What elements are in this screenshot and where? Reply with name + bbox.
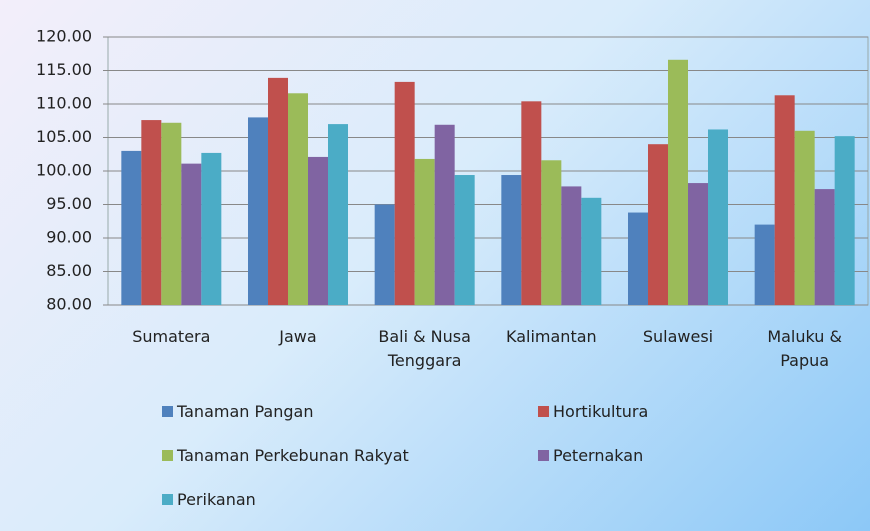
bar xyxy=(141,120,162,305)
bar xyxy=(374,204,395,305)
bar xyxy=(708,129,728,305)
bar xyxy=(754,224,775,305)
bar xyxy=(521,101,542,305)
x-tick-label: Bali & Nusa Tenggara xyxy=(378,327,471,370)
legend-swatch xyxy=(538,406,549,417)
bar xyxy=(248,117,268,306)
bar xyxy=(541,160,562,305)
y-tick-label: 90.00 xyxy=(46,228,92,247)
bar xyxy=(648,144,668,305)
bar xyxy=(628,212,648,305)
bar xyxy=(288,93,308,305)
bar xyxy=(121,150,142,305)
bar xyxy=(328,124,348,305)
legend-item: Hortikultura xyxy=(538,402,648,421)
legend-item: Tanaman Perkebunan Rakyat xyxy=(162,446,409,465)
legend-label: Tanaman Pangan xyxy=(177,402,314,421)
legend-item: Perikanan xyxy=(162,490,256,509)
bar xyxy=(774,95,795,305)
bar xyxy=(794,130,815,305)
y-tick-label: 120.00 xyxy=(36,27,92,46)
y-tick-label: 85.00 xyxy=(46,261,92,280)
x-tick-label: Kalimantan xyxy=(506,327,597,346)
bar xyxy=(688,183,708,305)
bar xyxy=(268,77,288,306)
legend-label: Perikanan xyxy=(177,490,256,509)
bar xyxy=(454,175,475,305)
bar xyxy=(434,124,455,306)
legend-label: Peternakan xyxy=(553,446,644,465)
bar xyxy=(181,163,202,305)
x-tick-label: Maluku & Papua xyxy=(767,327,842,370)
legend-swatch xyxy=(162,494,173,505)
bar xyxy=(501,175,522,305)
y-tick-label: 100.00 xyxy=(36,161,92,180)
bar xyxy=(834,136,855,305)
y-tick-label: 95.00 xyxy=(46,194,92,213)
bar xyxy=(814,189,835,305)
legend-label: Tanaman Perkebunan Rakyat xyxy=(177,446,409,465)
bar xyxy=(581,197,602,305)
x-tick-label: Sulawesi xyxy=(642,327,714,346)
y-tick-label: 80.00 xyxy=(46,295,92,314)
bar xyxy=(668,59,688,305)
legend-swatch xyxy=(162,450,173,461)
y-tick-label: 110.00 xyxy=(36,94,92,113)
bar xyxy=(161,122,182,305)
bar xyxy=(561,186,582,305)
legend-swatch xyxy=(538,450,549,461)
bar xyxy=(201,152,222,305)
legend-label: Hortikultura xyxy=(553,402,649,421)
x-tick-label: Jawa xyxy=(279,327,317,346)
legend-swatch xyxy=(162,406,173,417)
bar xyxy=(414,158,435,305)
y-tick-label: 115.00 xyxy=(36,60,92,79)
x-tick-label: Sumatera xyxy=(132,327,211,346)
legend-item: Peternakan xyxy=(538,446,643,465)
y-tick-label: 105.00 xyxy=(36,127,92,146)
bar xyxy=(308,156,328,305)
bar xyxy=(394,81,415,305)
legend-item: Tanaman Pangan xyxy=(162,402,313,421)
